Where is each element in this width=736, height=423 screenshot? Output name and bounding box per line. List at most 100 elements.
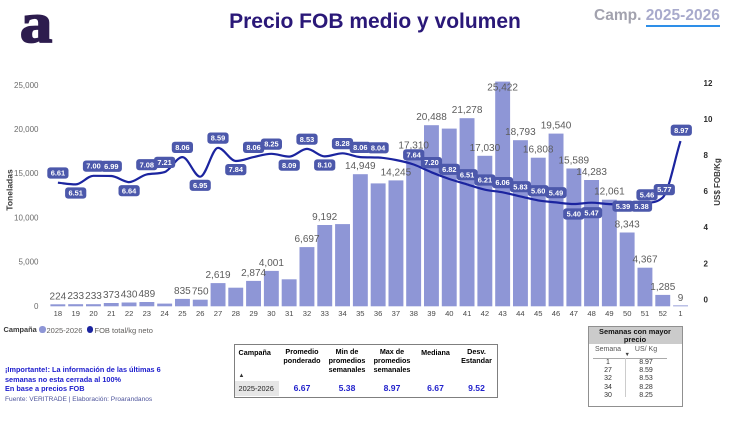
svg-text:18: 18 — [54, 309, 62, 318]
svg-text:233: 233 — [85, 291, 102, 302]
svg-text:36: 36 — [374, 309, 382, 318]
svg-text:43: 43 — [498, 309, 506, 318]
svg-text:28: 28 — [232, 309, 240, 318]
svg-text:39: 39 — [427, 309, 435, 318]
svg-text:8.06: 8.06 — [175, 143, 189, 152]
svg-text:6.95: 6.95 — [193, 181, 207, 190]
svg-text:7.84: 7.84 — [229, 165, 244, 174]
svg-text:6.51: 6.51 — [460, 170, 474, 179]
svg-text:5.47: 5.47 — [584, 208, 598, 217]
svg-text:37: 37 — [392, 309, 400, 318]
svg-text:8: 8 — [704, 151, 709, 160]
svg-text:48: 48 — [587, 309, 595, 318]
svg-text:30: 30 — [267, 309, 275, 318]
svg-text:6.82: 6.82 — [442, 165, 456, 174]
svg-text:38: 38 — [409, 309, 417, 318]
svg-text:25,000: 25,000 — [14, 81, 39, 90]
svg-text:16,808: 16,808 — [523, 145, 554, 156]
svg-text:41: 41 — [463, 309, 471, 318]
svg-text:5.60: 5.60 — [531, 186, 545, 195]
svg-text:40: 40 — [445, 309, 453, 318]
svg-text:14,245: 14,245 — [381, 167, 412, 178]
svg-text:233: 233 — [67, 291, 84, 302]
svg-text:5,000: 5,000 — [18, 258, 39, 267]
svg-text:8.06: 8.06 — [353, 143, 367, 152]
svg-text:26: 26 — [196, 309, 204, 318]
svg-text:24: 24 — [160, 309, 168, 318]
svg-text:46: 46 — [552, 309, 560, 318]
svg-text:19: 19 — [71, 309, 79, 318]
svg-text:US$ FOB/Kg: US$ FOB/Kg — [713, 158, 722, 206]
svg-text:1: 1 — [678, 309, 682, 318]
svg-text:5.38: 5.38 — [634, 202, 648, 211]
svg-text:7.00: 7.00 — [86, 162, 100, 171]
svg-text:8.59: 8.59 — [211, 134, 225, 143]
svg-text:835: 835 — [174, 286, 191, 297]
svg-text:20,000: 20,000 — [14, 125, 39, 134]
svg-text:17,030: 17,030 — [470, 143, 501, 154]
svg-text:22: 22 — [125, 309, 133, 318]
svg-text:14,283: 14,283 — [576, 167, 607, 178]
svg-text:47: 47 — [570, 309, 578, 318]
svg-text:50: 50 — [623, 309, 631, 318]
svg-text:8.10: 8.10 — [318, 161, 332, 170]
svg-text:6.64: 6.64 — [122, 186, 137, 195]
svg-text:430: 430 — [121, 290, 138, 301]
svg-text:14,949: 14,949 — [345, 161, 376, 172]
svg-text:34: 34 — [338, 309, 346, 318]
svg-text:18,793: 18,793 — [505, 127, 536, 138]
svg-text:6.99: 6.99 — [104, 162, 118, 171]
svg-text:6,697: 6,697 — [294, 234, 319, 245]
svg-text:21,278: 21,278 — [452, 105, 483, 116]
svg-text:6.51: 6.51 — [69, 189, 83, 198]
svg-text:21: 21 — [107, 309, 115, 318]
svg-text:12,061: 12,061 — [594, 187, 625, 198]
svg-text:15,000: 15,000 — [14, 169, 39, 178]
svg-text:20: 20 — [89, 309, 97, 318]
svg-text:10: 10 — [704, 115, 713, 124]
svg-text:10,000: 10,000 — [14, 213, 39, 222]
svg-text:5.49: 5.49 — [549, 188, 563, 197]
svg-text:19,540: 19,540 — [541, 121, 572, 132]
svg-text:0: 0 — [34, 302, 39, 311]
svg-text:44: 44 — [516, 309, 524, 318]
svg-text:224: 224 — [50, 291, 67, 302]
svg-text:9,192: 9,192 — [312, 212, 337, 223]
svg-text:750: 750 — [192, 287, 209, 298]
svg-text:6.61: 6.61 — [51, 169, 65, 178]
svg-text:2,619: 2,619 — [205, 270, 230, 281]
svg-text:5.46: 5.46 — [640, 190, 654, 199]
svg-text:51: 51 — [641, 309, 649, 318]
svg-text:52: 52 — [659, 309, 667, 318]
svg-text:15,589: 15,589 — [559, 156, 590, 167]
svg-text:23: 23 — [143, 309, 151, 318]
svg-text:1,285: 1,285 — [650, 282, 675, 293]
svg-text:49: 49 — [605, 309, 613, 318]
svg-text:8.25: 8.25 — [264, 140, 278, 149]
svg-text:0: 0 — [704, 295, 709, 304]
svg-text:8.53: 8.53 — [300, 135, 314, 144]
svg-text:20,488: 20,488 — [416, 112, 447, 123]
svg-text:6: 6 — [704, 187, 709, 196]
svg-text:7.21: 7.21 — [157, 158, 171, 167]
svg-text:7.08: 7.08 — [140, 160, 154, 169]
svg-text:35: 35 — [356, 309, 364, 318]
svg-text:8.04: 8.04 — [371, 143, 386, 152]
svg-text:42: 42 — [481, 309, 489, 318]
svg-text:27: 27 — [214, 309, 222, 318]
svg-text:489: 489 — [138, 289, 155, 300]
svg-text:8,343: 8,343 — [615, 220, 640, 231]
svg-text:25: 25 — [178, 309, 186, 318]
svg-text:2: 2 — [704, 259, 709, 268]
svg-text:7.64: 7.64 — [407, 150, 422, 159]
svg-text:8.09: 8.09 — [282, 161, 296, 170]
svg-text:5.83: 5.83 — [513, 182, 527, 191]
svg-text:17,310: 17,310 — [398, 140, 429, 151]
svg-text:12: 12 — [704, 79, 713, 88]
svg-text:4,001: 4,001 — [259, 258, 284, 269]
svg-text:5.39: 5.39 — [616, 202, 630, 211]
svg-text:31: 31 — [285, 309, 293, 318]
svg-text:25,422: 25,422 — [487, 83, 518, 94]
svg-text:33: 33 — [320, 309, 328, 318]
svg-text:2,874: 2,874 — [241, 268, 266, 279]
